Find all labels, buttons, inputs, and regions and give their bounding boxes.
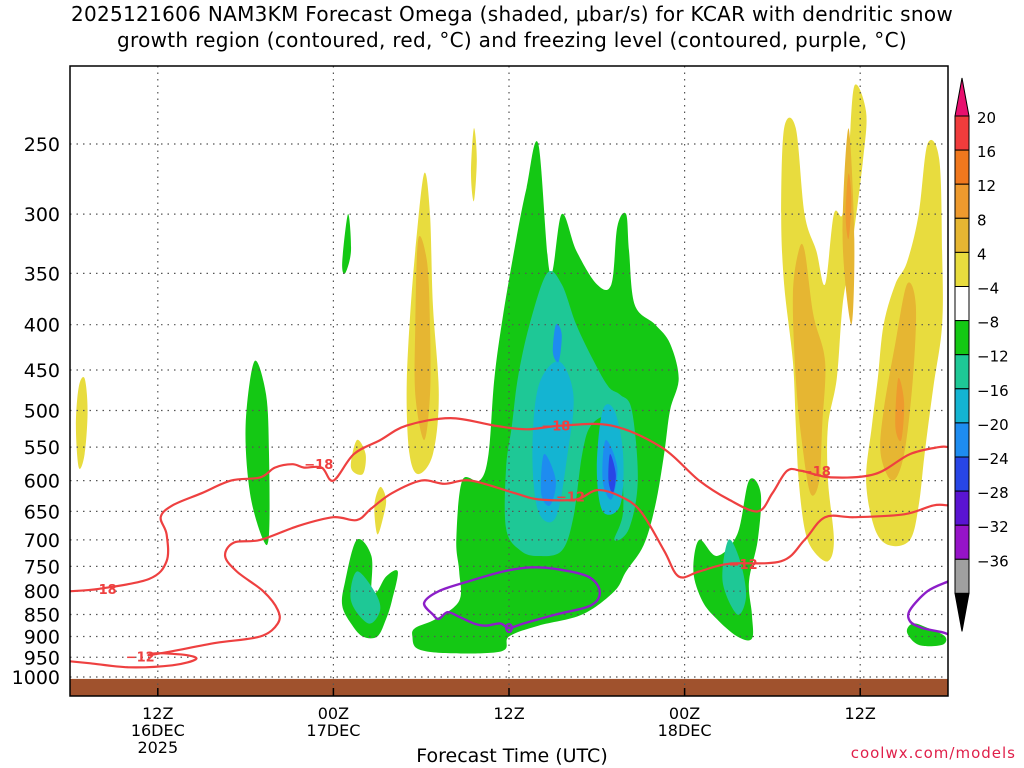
omega-region-20: [374, 486, 387, 535]
omega-region-27: [895, 377, 905, 442]
colorbar-box-5: [954, 286, 970, 322]
y-tick-label-750: 750: [24, 556, 60, 578]
dgz-contour-0: [70, 417, 948, 593]
y-tick-label-500: 500: [24, 401, 60, 423]
omega-shading: [75, 84, 947, 654]
chart-title-line1: 2025121606 NAM3KM Forecast Omega (shaded…: [70, 2, 954, 26]
y-tick-label-850: 850: [24, 605, 60, 627]
colorbar-box-2: [954, 183, 970, 219]
colorbar: 20 16 12 8 4 −4 −8 −12 −16 −20 −24 −28 −32 −36: [954, 77, 1009, 632]
omega-region-23: [792, 243, 826, 496]
ground-fill: [70, 678, 948, 696]
x-tick-label-6-2: 2025: [137, 738, 178, 757]
colorbar-label-7: −12: [977, 348, 1009, 366]
colorbar-label-5: −4: [977, 280, 999, 298]
freezing-contour-0: [422, 566, 601, 630]
y-tick-label-650: 650: [24, 501, 60, 523]
contour-label-1: −18: [304, 458, 333, 473]
contour-label-0: −18: [88, 583, 117, 598]
colorbar-label-11: −28: [977, 484, 1009, 502]
colorbar-label-10: −24: [977, 450, 1009, 468]
contour-label-4: −12: [126, 650, 155, 665]
x-tick-label-42-1: 18DEC: [658, 721, 712, 740]
colorbar-box-7: [954, 354, 970, 390]
colorbar-box-0: [954, 115, 970, 151]
contour-label-6: −12: [729, 558, 758, 573]
colorbar-box-13: [954, 558, 970, 594]
x-tick-label-18-0: 00Z: [318, 704, 349, 723]
colorbar-label-3: 8: [977, 211, 987, 229]
y-axis: 2503003504004505005506006507007508008509…: [12, 134, 60, 689]
dgz-contour-1: [70, 479, 948, 669]
colorbar-box-8: [954, 388, 970, 424]
x-tick-label-6-1: 16DEC: [131, 721, 185, 740]
colorbar-box-3: [954, 217, 970, 253]
omega-region-14: [608, 454, 616, 494]
omega-region-3: [245, 360, 270, 546]
credit-text: coolwx.com/models: [850, 744, 1016, 762]
y-tick-label-1000: 1000: [12, 667, 60, 689]
x-tick-label-42-0: 00Z: [669, 704, 700, 723]
chart-title-line2: growth region (contoured, red, °C) and f…: [117, 28, 907, 52]
y-tick-label-350: 350: [24, 263, 60, 285]
colorbar-box-9: [954, 422, 970, 458]
colorbar-box-10: [954, 456, 970, 492]
omega-region-5: [342, 214, 352, 274]
colorbar-bottom-triangle: [954, 592, 970, 632]
colorbar-label-0: 20: [977, 109, 996, 127]
colorbar-box-1: [954, 149, 970, 185]
ground-layer: [70, 678, 948, 696]
omega-region-11: [540, 453, 556, 506]
colorbar-box-4: [954, 251, 970, 287]
omega-region-12: [552, 323, 562, 363]
colorbar-label-1: 16: [977, 143, 996, 161]
colorbar-label-9: −20: [977, 416, 1009, 434]
x-tick-label-54-0: 12Z: [845, 704, 876, 723]
colorbar-box-12: [954, 524, 970, 560]
colorbar-label-12: −32: [977, 518, 1009, 536]
omega-region-21: [471, 128, 477, 202]
colorbar-label-6: −8: [977, 314, 999, 332]
x-axis-title: Forecast Time (UTC): [416, 745, 608, 767]
colorbar-label-2: 12: [977, 177, 996, 195]
contour-label-3: −18: [802, 465, 831, 480]
omega-region-16: [75, 376, 88, 469]
contour-label-7: 0: [504, 622, 513, 637]
y-tick-label-250: 250: [24, 134, 60, 156]
freezing-contour-1: [906, 580, 948, 636]
x-tick-label-6-0: 12Z: [142, 704, 173, 723]
x-tick-label-18-1: 17DEC: [306, 721, 360, 740]
contour-label-5: −12: [556, 490, 585, 505]
contour-label-2: −18: [541, 420, 570, 435]
omega-region-26: [845, 173, 852, 240]
y-tick-label-300: 300: [24, 204, 60, 226]
x-tick-label-30-0: 12Z: [493, 704, 524, 723]
y-tick-label-700: 700: [24, 530, 60, 552]
y-tick-label-600: 600: [24, 471, 60, 493]
y-tick-label-950: 950: [24, 647, 60, 669]
contours: −18 −18 −18 −18 −12 −12 −12 0: [70, 417, 948, 669]
grid-lines: [70, 66, 948, 696]
omega-region-4: [906, 623, 947, 647]
y-tick-label-800: 800: [24, 581, 60, 603]
colorbar-top-triangle: [954, 77, 970, 117]
y-tick-label-550: 550: [24, 437, 60, 459]
omega-region-19: [350, 439, 366, 475]
y-tick-label-900: 900: [24, 626, 60, 648]
omega-region-8: [350, 571, 381, 624]
y-tick-label-450: 450: [24, 360, 60, 382]
colorbar-box-11: [954, 490, 970, 526]
colorbar-label-4: 4: [977, 245, 987, 263]
y-tick-label-400: 400: [24, 315, 60, 337]
omega-region-7: [722, 539, 747, 615]
colorbar-label-8: −16: [977, 382, 1009, 400]
colorbar-box-6: [954, 320, 970, 356]
omega-region-22: [414, 235, 431, 441]
colorbar-label-13: −36: [977, 552, 1009, 570]
